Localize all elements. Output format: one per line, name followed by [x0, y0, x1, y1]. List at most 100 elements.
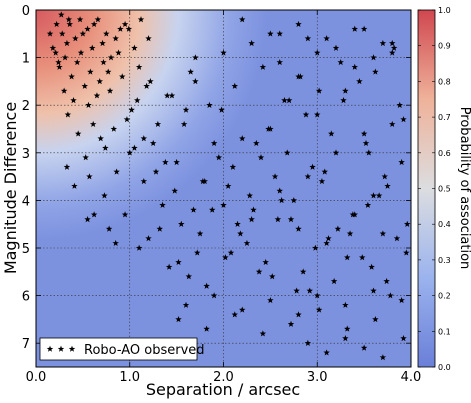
colorbar-tick-label: 0.4 [438, 220, 451, 229]
data-point [231, 82, 238, 89]
legend-label: Robo-AO observed [84, 343, 205, 358]
data-point [222, 254, 229, 261]
data-point [89, 120, 97, 127]
data-point [115, 49, 122, 56]
data-point [215, 154, 223, 161]
colorbar-tick-label: 0.7 [438, 113, 451, 122]
data-point [145, 235, 152, 242]
data-point [330, 277, 338, 285]
data-point [74, 130, 82, 137]
x-tick-label: 4.0 [401, 370, 422, 385]
data-point [274, 216, 282, 223]
data-point [284, 149, 291, 156]
data-point [46, 30, 54, 37]
data-point [342, 335, 349, 342]
data-point [351, 63, 358, 70]
data-point [314, 111, 321, 118]
data-point [192, 78, 199, 85]
y-axis-ticks: 0 1 2 3 4 5 6 7 [22, 4, 411, 352]
data-point [79, 30, 87, 37]
data-point [59, 30, 66, 37]
data-point [342, 87, 349, 94]
data-point [267, 30, 274, 37]
data-point [140, 177, 148, 185]
y-axis-label: Magnitude Difference [1, 102, 20, 274]
data-point [171, 187, 178, 194]
data-point [65, 16, 73, 23]
data-point [362, 139, 370, 147]
data-point [49, 44, 57, 51]
data-point [259, 63, 267, 70]
data-point [332, 44, 340, 51]
data-point [175, 316, 182, 323]
data-point [287, 320, 295, 327]
data-point [185, 273, 193, 280]
data-point [372, 68, 379, 75]
data-point [99, 39, 106, 47]
data-point [315, 87, 323, 94]
data-point [220, 49, 227, 56]
data-point [137, 16, 145, 23]
data-point [302, 111, 310, 118]
data-point [379, 354, 387, 361]
data-point [393, 235, 401, 242]
data-point [293, 287, 300, 294]
data-point [248, 39, 255, 47]
data-point [52, 49, 59, 56]
data-point [55, 58, 62, 66]
data-point [53, 20, 60, 28]
data-point [196, 230, 204, 237]
data-point [344, 325, 351, 332]
data-point [342, 301, 349, 308]
data-point [396, 101, 403, 108]
data-point [203, 282, 210, 289]
data-point [400, 116, 407, 123]
data-point [190, 206, 197, 213]
data-point [117, 25, 124, 32]
data-point [285, 97, 293, 104]
data-point [101, 192, 108, 199]
data-point [145, 35, 152, 42]
data-point [107, 54, 115, 61]
data-point [346, 230, 354, 237]
data-point [126, 149, 133, 156]
data-point [93, 92, 101, 99]
data-point [390, 44, 398, 51]
data-point [100, 58, 107, 66]
data-point [304, 35, 312, 42]
data-point [253, 139, 260, 147]
data-point [60, 87, 68, 94]
data-point [328, 130, 335, 137]
data-point [147, 78, 154, 85]
data-point [131, 44, 138, 51]
data-point [384, 182, 391, 189]
data-point [332, 149, 340, 156]
data-point [359, 254, 366, 261]
data-point [106, 87, 114, 94]
data-point [360, 344, 368, 351]
legend-star-icon [46, 345, 54, 352]
data-point [379, 39, 387, 47]
data-point [84, 25, 91, 32]
data-point [287, 216, 295, 223]
data-point [199, 177, 207, 185]
data-point [375, 192, 383, 199]
data-point [276, 58, 283, 66]
data-point [389, 120, 396, 127]
data-point [56, 63, 63, 70]
legend: Robo-AO observed [39, 337, 205, 361]
data-point [295, 73, 302, 80]
data-point [323, 35, 330, 42]
data-point [356, 78, 363, 85]
y-tick-label: 1 [22, 52, 30, 67]
data-point [304, 173, 312, 180]
data-point [85, 101, 92, 108]
data-point [389, 39, 396, 47]
colorbar-tick-label: 0.0 [438, 363, 451, 372]
data-point [368, 263, 375, 270]
data-point [81, 82, 88, 89]
data-point [134, 97, 141, 104]
scatter-points [46, 11, 411, 361]
data-point [257, 154, 265, 161]
data-point [194, 249, 201, 256]
